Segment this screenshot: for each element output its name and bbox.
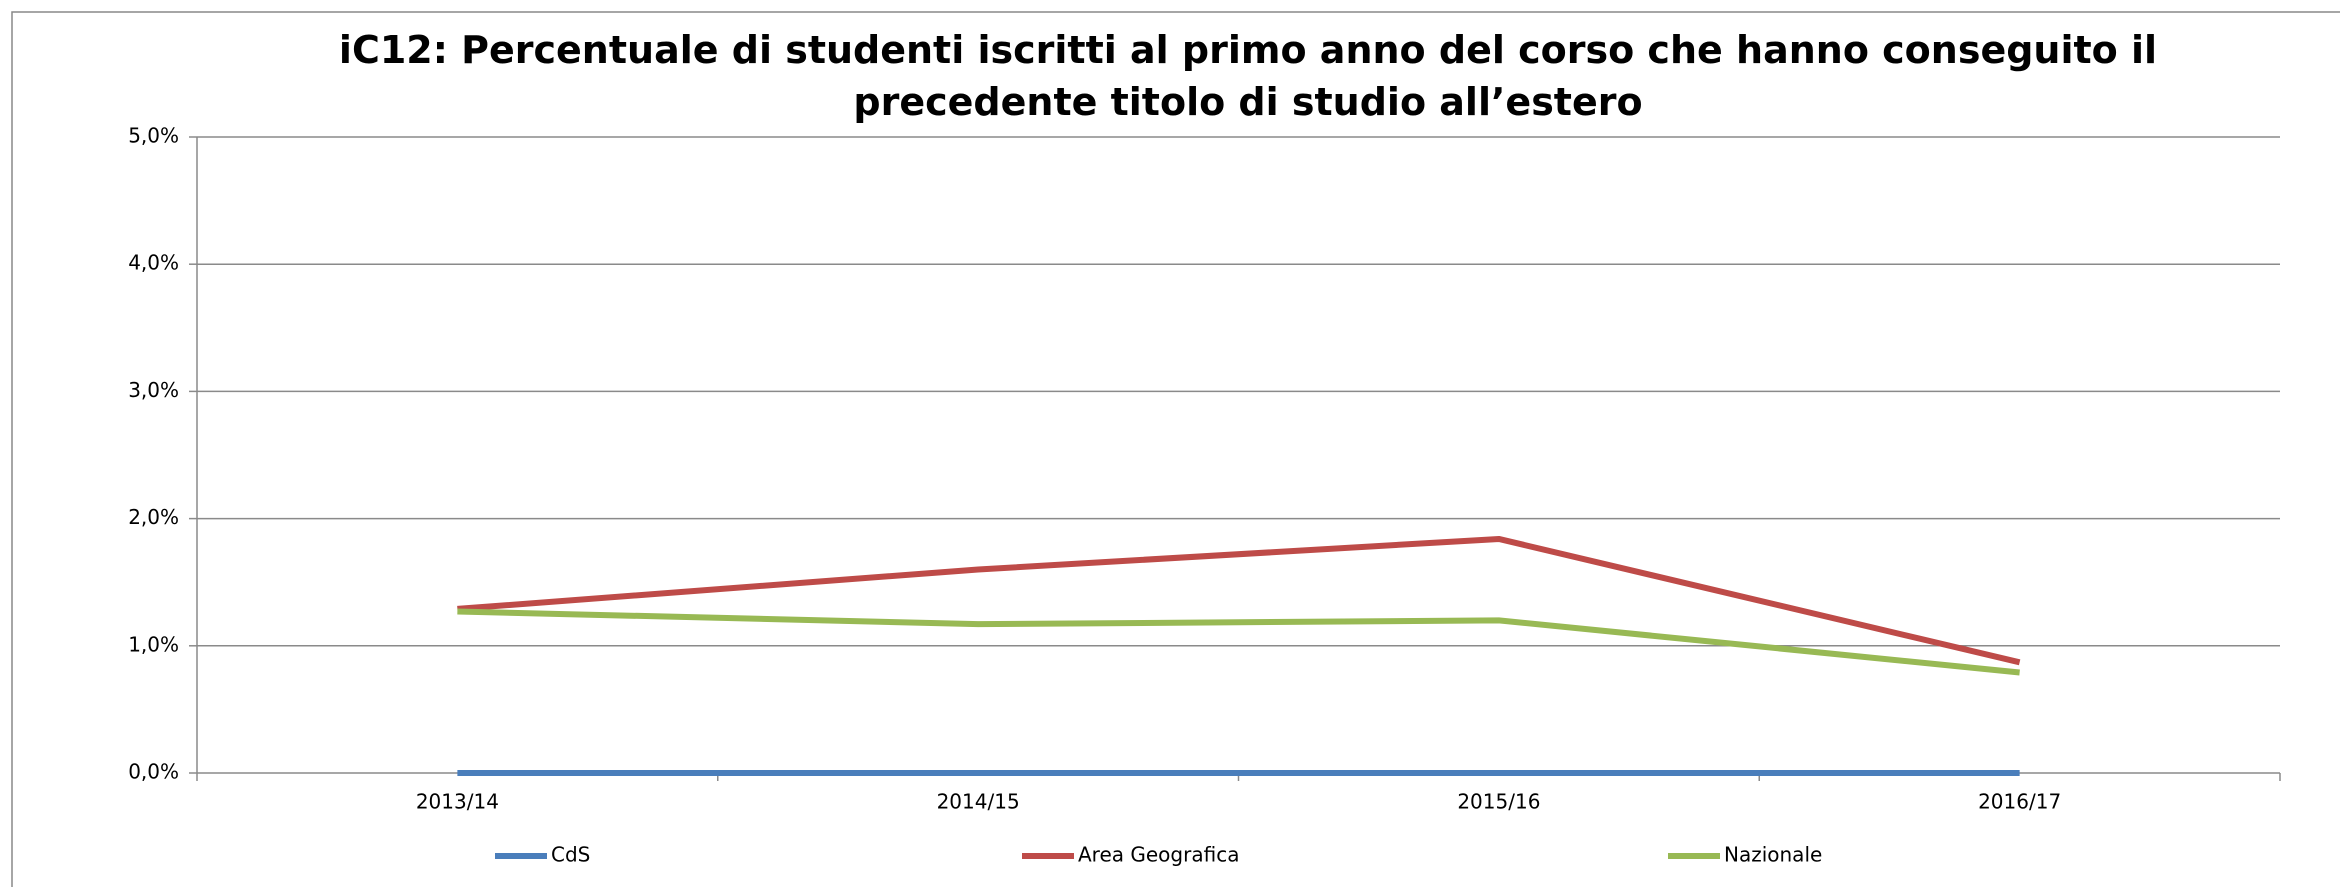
x-tick-label: 2014/15 <box>937 790 1020 814</box>
x-tick-label: 2015/16 <box>1457 790 1540 814</box>
chart-frame <box>11 11 2340 887</box>
chart-title: iC12: Percentuale di studenti iscritti a… <box>338 28 2158 124</box>
data-line <box>457 608 2020 676</box>
y-tick-label: 4,0% <box>128 251 179 275</box>
x-tick-label: 2013/14 <box>416 790 499 814</box>
legend-label: Nazionale <box>1724 843 1822 867</box>
legend-label: CdS <box>551 843 590 867</box>
legend-label: Area Geografica <box>1078 843 1239 867</box>
data-line <box>457 535 2021 666</box>
y-tick-label: 3,0% <box>128 378 179 402</box>
y-tick-label: 5,0% <box>128 124 179 148</box>
y-tick-label: 0,0% <box>128 760 179 784</box>
y-tick-label: 1,0% <box>128 632 179 656</box>
x-tick-label: 2016/17 <box>1978 790 2061 814</box>
y-tick-label: 2,0% <box>128 505 179 529</box>
